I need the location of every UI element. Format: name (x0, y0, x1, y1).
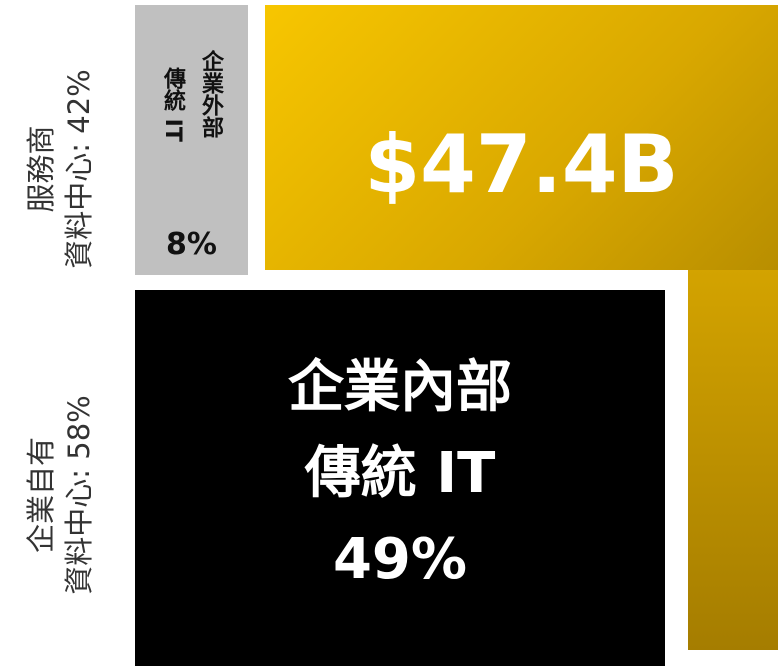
label-line: 服務商 (24, 125, 58, 213)
external-subtitle: 傳統 IT (160, 67, 185, 142)
service-box (265, 5, 778, 270)
internal-box (135, 290, 665, 666)
internal-line: 企業內部 (288, 355, 512, 420)
total-value: $47.4B (364, 118, 679, 211)
service-box-extension (688, 270, 778, 650)
external-share: 8% (166, 227, 217, 262)
owned-label: 企業自有 資料中心: 58% (22, 345, 98, 645)
external-title: 企業外部 (198, 50, 223, 138)
internal-line: 49% (332, 527, 468, 592)
label-line: 資料中心: 42% (62, 69, 96, 269)
label-line: 企業自有 (24, 437, 58, 554)
provider-label: 服務商 資料中心: 42% (22, 19, 98, 319)
internal-line: 傳統 IT (304, 441, 496, 506)
external-box: 企業外部 傳統 IT 8% (135, 5, 248, 275)
label-line: 資料中心: 58% (62, 395, 96, 595)
internal-text: 企業內部 傳統 IT 49% (135, 345, 665, 603)
